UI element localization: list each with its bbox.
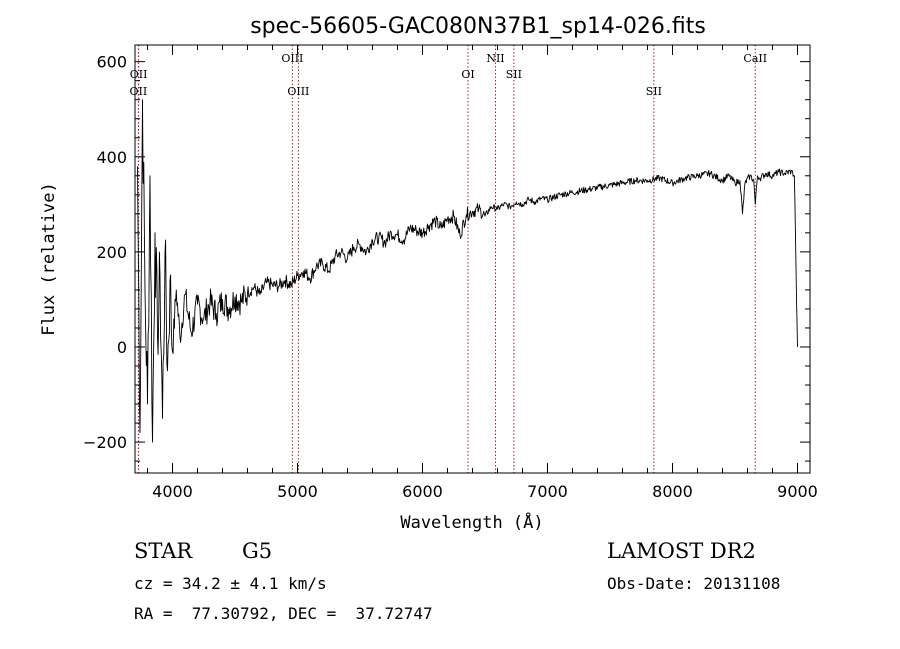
object-class: STAR: [134, 539, 193, 563]
redshift-readout: cz = 34.2 ± 4.1 km/s: [134, 574, 327, 593]
emission-line-label-5: NII: [486, 52, 504, 65]
x-tick-label: 8000: [652, 482, 693, 501]
axes: 4000 5000 6000 7000 8000 9000 −200 0 200 400 600: [83, 44, 818, 501]
emission-line-label-8: CaII: [743, 52, 767, 65]
emission-line-label-2: OIII: [281, 52, 303, 65]
y-tick-label: 200: [96, 243, 127, 262]
obs-date: Obs-Date: 20131108: [607, 574, 781, 593]
x-axis-label: Wavelength (Å): [400, 511, 543, 533]
x-tick-label: 9000: [777, 482, 818, 501]
object-subclass: G5: [242, 539, 273, 563]
survey-name: LAMOST DR2: [607, 539, 756, 563]
chart-title: spec-56605-GAC080N37B1_sp14-026.fits: [250, 14, 706, 39]
emission-line-label-7: SII: [646, 85, 662, 98]
y-tick-label: 600: [96, 53, 127, 72]
x-tick-label: 6000: [402, 482, 443, 501]
plot-frame: [134, 44, 811, 474]
x-tick-label: 5000: [277, 482, 318, 501]
y-tick-label: 400: [96, 148, 127, 167]
emission-line-label-1: OII: [130, 68, 148, 81]
coordinates: RA = 77.30792, DEC = 37.72747: [134, 604, 433, 623]
x-tick-label: 4000: [152, 482, 193, 501]
emission-line-label-6: SII: [506, 68, 522, 81]
x-tick-label: 7000: [527, 482, 568, 501]
spectrum-series: [137, 99, 798, 443]
spectrum-line: [137, 99, 798, 443]
y-axis-label: Flux (relative): [39, 182, 59, 336]
y-tick-label: −200: [83, 433, 127, 452]
emission-line-label-4: OI: [461, 68, 474, 81]
emission-line-label-3: OIII: [287, 85, 309, 98]
y-tick-label: 0: [117, 338, 127, 357]
